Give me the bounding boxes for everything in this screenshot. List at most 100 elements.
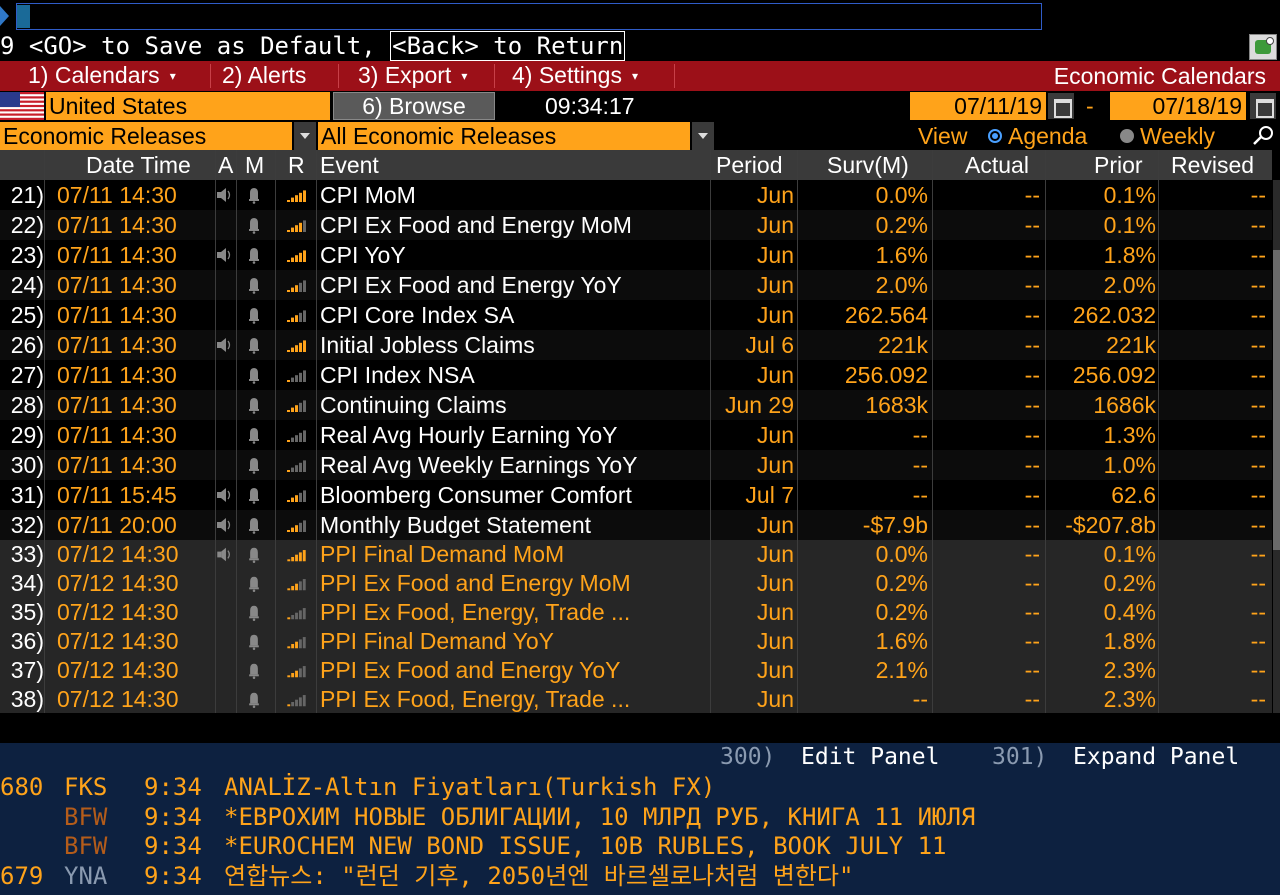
bell-icon[interactable] <box>246 240 262 270</box>
news-headline[interactable]: *ЕВРОХИМ НОВЫЕ ОБЛИГАЦИИ, 10 МЛРД РУБ, К… <box>224 803 976 831</box>
radio-agenda-icon[interactable] <box>988 129 1002 143</box>
speaker-icon[interactable] <box>216 330 234 360</box>
header-period[interactable]: Period <box>716 152 783 178</box>
speaker-off-icon[interactable] <box>216 450 234 480</box>
speaker-off-icon[interactable] <box>216 390 234 420</box>
header-datetime[interactable]: Date Time <box>86 152 191 178</box>
bell-icon[interactable] <box>246 180 262 210</box>
view-weekly-option[interactable]: Weekly <box>1140 123 1215 149</box>
bell-icon[interactable] <box>246 330 262 360</box>
table-row[interactable]: 29) 07/11 14:30 Real Avg Hourly Earning Yo… <box>0 420 1272 450</box>
table-row[interactable]: 34) 07/12 14:30 PPI Ex Food and Energy MoM… <box>0 569 1272 598</box>
edit-panel-button[interactable]: Edit Panel <box>801 744 940 770</box>
chevron-down-icon[interactable] <box>692 122 714 150</box>
scrollbar-thumb[interactable] <box>1273 250 1280 550</box>
news-row[interactable]: 679 YNA 9:34 연합뉴스: "런던 기후, 2050년엔 바르셀로나처… <box>0 861 1280 891</box>
speaker-icon[interactable] <box>216 480 234 510</box>
subcategory-select[interactable]: All Economic Releases <box>318 122 690 150</box>
search-icon[interactable] <box>1252 125 1276 147</box>
table-row[interactable]: 38) 07/12 14:30 PPI Ex Food, Energy, Trade… <box>0 685 1272 713</box>
chevron-down-icon[interactable] <box>294 122 316 150</box>
menu-alerts[interactable]: 2) Alerts <box>222 61 306 91</box>
news-row[interactable]: BFW 9:34 *EUROCHEM NEW BOND ISSUE, 10B R… <box>0 831 1280 861</box>
row-event[interactable]: CPI MoM <box>320 182 416 208</box>
back-to-return-link[interactable]: <Back> to Return <box>390 31 626 61</box>
row-event[interactable]: PPI Final Demand YoY <box>320 628 554 654</box>
table-row[interactable]: 33) 07/12 14:30 PPI Final Demand MoM Jun 0.0… <box>0 540 1272 569</box>
table-row[interactable]: 31) 07/11 15:45 Bloomberg Consumer Comfort… <box>0 480 1272 510</box>
row-event[interactable]: CPI Ex Food and Energy YoY <box>320 272 622 298</box>
bell-icon[interactable] <box>246 569 262 598</box>
bell-icon[interactable] <box>246 480 262 510</box>
expand-panel-button[interactable]: Expand Panel <box>1073 744 1240 770</box>
header-event[interactable]: Event <box>320 152 379 178</box>
date-from-field[interactable]: 07/11/19 <box>910 92 1046 120</box>
speaker-icon[interactable] <box>216 510 234 540</box>
row-event[interactable]: Monthly Budget Statement <box>320 512 592 538</box>
row-event[interactable]: Real Avg Weekly Earnings YoY <box>320 452 638 478</box>
browse-button[interactable]: 6) Browse <box>333 92 495 120</box>
header-relevance[interactable]: R <box>288 152 305 178</box>
speaker-off-icon[interactable] <box>216 300 234 330</box>
speaker-off-icon[interactable] <box>216 685 234 713</box>
bell-icon[interactable] <box>246 598 262 627</box>
calendar-icon[interactable] <box>1250 93 1276 119</box>
bell-icon[interactable] <box>246 390 262 420</box>
bell-icon[interactable] <box>246 540 262 569</box>
table-row[interactable]: 24) 07/11 14:30 CPI Ex Food and Energy YoY… <box>0 270 1272 300</box>
table-row[interactable]: 35) 07/12 14:30 PPI Ex Food, Energy, Trade… <box>0 598 1272 627</box>
table-row[interactable]: 27) 07/11 14:30 CPI Index NSA Jun 256.092 -- 2… <box>0 360 1272 390</box>
country-field[interactable]: United States <box>46 92 330 120</box>
bell-icon[interactable] <box>246 420 262 450</box>
header-prior[interactable]: Prior <box>1094 152 1143 178</box>
row-event[interactable]: Continuing Claims <box>320 392 507 418</box>
vertical-scrollbar[interactable] <box>1273 180 1280 713</box>
header-survey[interactable]: Surv(M) <box>827 152 909 178</box>
table-row[interactable]: 23) 07/11 14:30 CPI YoY Jun 1.6% -- 1.8% -- <box>0 240 1272 270</box>
menu-export[interactable]: 3) Export ▾ <box>358 61 467 91</box>
speaker-off-icon[interactable] <box>216 569 234 598</box>
row-event[interactable]: PPI Ex Food, Energy, Trade ... <box>320 599 631 625</box>
header-actual[interactable]: Actual <box>965 152 1029 178</box>
table-row[interactable]: 22) 07/11 14:30 CPI Ex Food and Energy MoM… <box>0 210 1272 240</box>
news-row[interactable]: 680 FKS 9:34 ANALİZ-Altın Fiyatları(Turk… <box>0 772 1280 802</box>
radio-weekly-icon[interactable] <box>1120 129 1134 143</box>
speaker-off-icon[interactable] <box>216 270 234 300</box>
table-row[interactable]: 21) 07/11 14:30 CPI MoM Jun 0.0% -- 0.1% -- <box>0 180 1272 210</box>
table-row[interactable]: 30) 07/11 14:30 Real Avg Weekly Earnings Y… <box>0 450 1272 480</box>
speaker-icon[interactable] <box>216 540 234 569</box>
bell-icon[interactable] <box>246 627 262 656</box>
bell-icon[interactable] <box>246 300 262 330</box>
header-monitor[interactable]: M <box>245 152 265 178</box>
bell-icon[interactable] <box>246 450 262 480</box>
table-row[interactable]: 28) 07/11 14:30 Continuing Claims Jun 29 168… <box>0 390 1272 420</box>
bell-icon[interactable] <box>246 685 262 713</box>
news-headline[interactable]: *EUROCHEM NEW BOND ISSUE, 10B RUBLES, BO… <box>224 832 947 860</box>
menu-calendars[interactable]: 1) Calendars ▾ <box>28 61 176 91</box>
bell-icon[interactable] <box>246 360 262 390</box>
table-row[interactable]: 26) 07/11 14:30 Initial Jobless Claims Jul … <box>0 330 1272 360</box>
news-headline[interactable]: ANALİZ-Altın Fiyatları(Turkish FX) <box>224 773 716 801</box>
speaker-off-icon[interactable] <box>216 360 234 390</box>
news-row[interactable]: BFW 9:34 *ЕВРОХИМ НОВЫЕ ОБЛИГАЦИИ, 10 МЛ… <box>0 802 1280 832</box>
category-select[interactable]: Economic Releases <box>0 122 292 150</box>
table-row[interactable]: 25) 07/11 14:30 CPI Core Index SA Jun 262.56… <box>0 300 1272 330</box>
bell-icon[interactable] <box>246 210 262 240</box>
header-revised[interactable]: Revised <box>1171 152 1255 178</box>
date-to-field[interactable]: 07/18/19 <box>1110 92 1246 120</box>
news-headline[interactable]: 연합뉴스: "런던 기후, 2050년엔 바르셀로나처럼 변한다" <box>224 862 854 890</box>
row-event[interactable]: PPI Ex Food, Energy, Trade ... <box>320 686 631 712</box>
bell-icon[interactable] <box>246 510 262 540</box>
speaker-off-icon[interactable] <box>216 598 234 627</box>
header-alert[interactable]: A <box>218 152 234 178</box>
table-row[interactable]: 37) 07/12 14:30 PPI Ex Food and Energy YoY… <box>0 656 1272 685</box>
row-event[interactable]: PPI Ex Food and Energy YoY <box>320 657 621 683</box>
row-event[interactable]: CPI YoY <box>320 242 406 268</box>
launchpad-icon[interactable] <box>1249 34 1277 60</box>
command-line[interactable] <box>0 0 1280 32</box>
bell-icon[interactable] <box>246 656 262 685</box>
speaker-off-icon[interactable] <box>216 210 234 240</box>
row-event[interactable]: PPI Final Demand MoM <box>320 541 565 567</box>
bell-icon[interactable] <box>246 270 262 300</box>
row-event[interactable]: CPI Index NSA <box>320 362 475 388</box>
